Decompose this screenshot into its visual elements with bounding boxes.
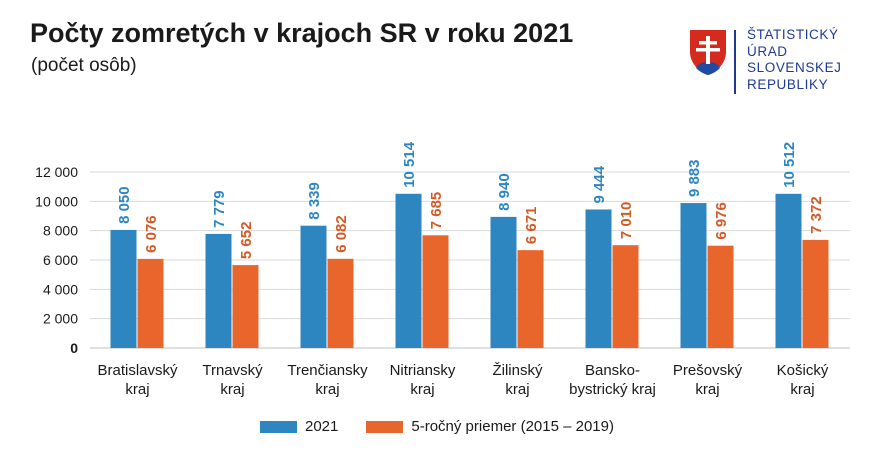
logo-text: ŠTATISTICKÝ ÚRAD SLOVENSKEJ REPUBLIKY bbox=[747, 27, 842, 93]
bar-average bbox=[517, 250, 544, 348]
x-tick-label: kraj bbox=[125, 381, 149, 398]
y-tick-label: 6 000 bbox=[43, 252, 78, 268]
bar-average bbox=[707, 245, 734, 348]
bar-average bbox=[232, 265, 259, 348]
bar-average bbox=[137, 258, 164, 348]
y-tick-label: 12 000 bbox=[35, 164, 78, 180]
logo-line: REPUBLIKY bbox=[747, 76, 829, 92]
data-label-average: 6 082 bbox=[333, 215, 350, 253]
x-tick-label: Bansko- bbox=[585, 362, 640, 379]
legend-label-average: 5-ročný priemer (2015 – 2019) bbox=[411, 418, 614, 435]
bar-average bbox=[612, 245, 639, 348]
x-tick-label: bystrický kraj bbox=[569, 381, 656, 398]
logo-line: SLOVENSKEJ bbox=[747, 60, 842, 75]
bar-average bbox=[802, 239, 829, 348]
x-tick-label: kraj bbox=[410, 381, 434, 398]
data-label-average: 7 685 bbox=[428, 192, 445, 230]
y-tick-label: 10 000 bbox=[35, 193, 78, 209]
logo-line: ÚRAD bbox=[747, 43, 788, 59]
x-tick-label: Trenčiansky bbox=[287, 362, 368, 379]
bar-2021 bbox=[585, 209, 612, 348]
data-label-average: 7 010 bbox=[618, 202, 635, 240]
data-label-average: 6 976 bbox=[713, 202, 730, 240]
x-tick-label: Nitriansky bbox=[390, 362, 456, 379]
y-tick-label: 8 000 bbox=[43, 223, 78, 239]
bar-2021 bbox=[490, 216, 517, 348]
x-tick-label: Bratislavský bbox=[97, 362, 178, 379]
y-tick-label: 0 bbox=[70, 340, 78, 356]
x-tick-label: kraj bbox=[220, 381, 244, 398]
x-tick-label: kraj bbox=[505, 381, 529, 398]
y-tick-label: 4 000 bbox=[43, 281, 78, 297]
data-label-average: 7 372 bbox=[808, 196, 825, 234]
bar-2021 bbox=[680, 203, 707, 348]
data-label-2021: 7 779 bbox=[211, 190, 228, 228]
data-label-2021: 9 883 bbox=[686, 160, 703, 198]
logo-line: ŠTATISTICKÝ bbox=[747, 27, 839, 42]
bar-average bbox=[327, 258, 354, 348]
x-tick-label: kraj bbox=[695, 381, 719, 398]
data-label-2021: 9 444 bbox=[591, 165, 608, 203]
chart-legend: 2021 5-ročný priemer (2015 – 2019) bbox=[0, 418, 874, 435]
legend-swatch-2021 bbox=[260, 420, 297, 433]
bar-average bbox=[422, 235, 449, 348]
data-label-average: 6 076 bbox=[143, 215, 160, 253]
data-label-average: 6 671 bbox=[523, 207, 540, 245]
data-label-2021: 10 514 bbox=[401, 141, 418, 188]
bar-2021 bbox=[300, 225, 327, 348]
legend-swatch-average bbox=[366, 420, 404, 433]
legend-item-2021: 2021 bbox=[260, 418, 338, 435]
x-tick-label: Trnavský bbox=[202, 362, 263, 379]
x-tick-label: Košický bbox=[777, 362, 829, 379]
x-tick-label: kraj bbox=[790, 381, 814, 398]
bar-2021 bbox=[395, 193, 422, 348]
y-tick-label: 2 000 bbox=[43, 311, 78, 327]
bar-2021 bbox=[205, 233, 232, 348]
logo-divider bbox=[734, 30, 736, 94]
chart-title: Počty zomretých v krajoch SR v roku 2021 bbox=[30, 18, 574, 48]
x-tick-label: Žilinský bbox=[492, 362, 543, 379]
legend-label-2021: 2021 bbox=[305, 418, 339, 435]
data-label-2021: 8 050 bbox=[116, 186, 133, 224]
x-tick-label: kraj bbox=[315, 381, 339, 398]
data-label-average: 5 652 bbox=[238, 222, 255, 260]
bar-2021 bbox=[110, 229, 137, 348]
slovak-coat-of-arms-icon bbox=[690, 30, 726, 75]
legend-item-average: 5-ročný priemer (2015 – 2019) bbox=[366, 418, 614, 435]
data-label-2021: 10 512 bbox=[781, 142, 798, 188]
x-tick-label: Prešovský bbox=[673, 362, 743, 379]
chart-subtitle: (počet osôb) bbox=[31, 55, 137, 76]
bar-2021 bbox=[775, 193, 802, 348]
data-label-2021: 8 339 bbox=[306, 182, 323, 220]
data-label-2021: 8 940 bbox=[496, 173, 513, 211]
